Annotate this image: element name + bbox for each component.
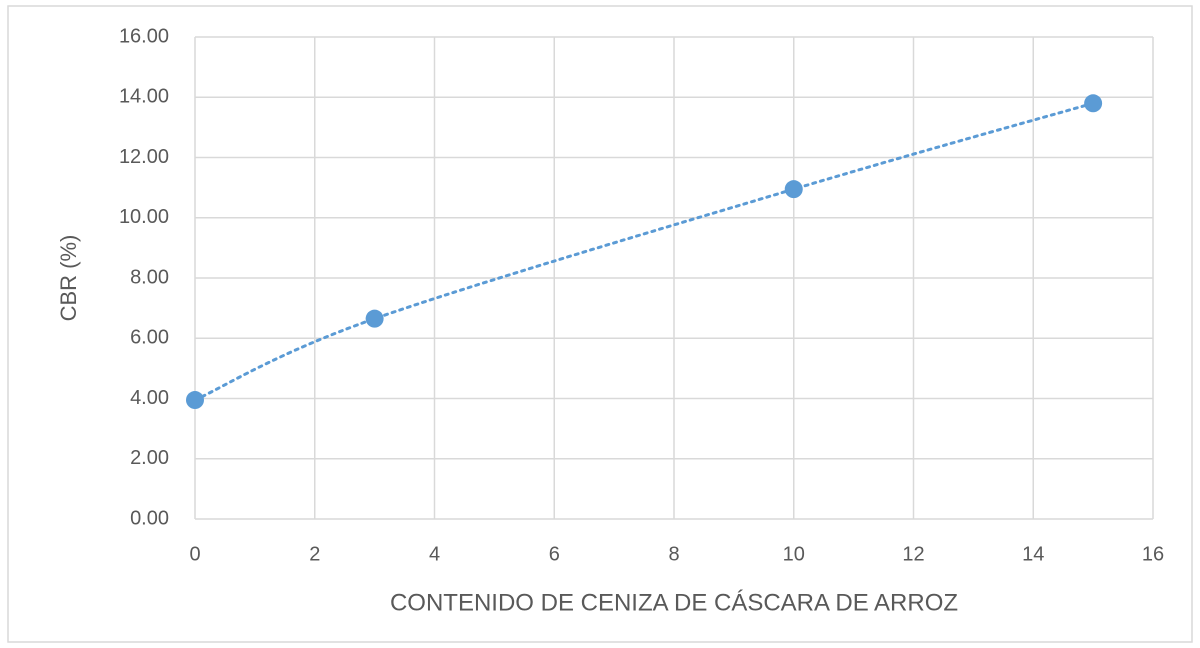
x-tick-label: 0 bbox=[189, 543, 200, 565]
x-tick-label: 12 bbox=[902, 543, 924, 565]
x-axis-label: CONTENIDO DE CENIZA DE CÁSCARA DE ARROZ bbox=[390, 589, 958, 616]
x-tick-label: 2 bbox=[309, 543, 320, 565]
y-tick-label: 10.00 bbox=[119, 206, 169, 228]
y-tick-label: 12.00 bbox=[119, 146, 169, 168]
data-point bbox=[1084, 94, 1103, 113]
y-tick-label: 4.00 bbox=[130, 387, 169, 409]
data-point bbox=[784, 180, 803, 199]
y-axis-label: CBR (%) bbox=[56, 235, 81, 322]
x-tick-label: 10 bbox=[783, 543, 805, 565]
data-point bbox=[186, 391, 204, 410]
y-tick-label: 16.00 bbox=[119, 25, 169, 47]
x-tick-label: 8 bbox=[668, 543, 679, 565]
data-point bbox=[365, 309, 384, 328]
y-tick-label: 14.00 bbox=[119, 86, 169, 108]
y-tick-label: 2.00 bbox=[130, 447, 169, 469]
x-tick-label: 6 bbox=[549, 543, 560, 565]
x-tick-label: 4 bbox=[429, 543, 440, 565]
trend-line bbox=[193, 101, 1095, 402]
y-tick-label: 8.00 bbox=[130, 266, 169, 288]
x-tick-label: 14 bbox=[1022, 543, 1044, 565]
y-tick-label: 6.00 bbox=[130, 327, 169, 349]
y-tick-label: 0.00 bbox=[130, 507, 169, 529]
chart-border bbox=[7, 5, 1193, 643]
x-tick-label: 16 bbox=[1142, 543, 1164, 565]
